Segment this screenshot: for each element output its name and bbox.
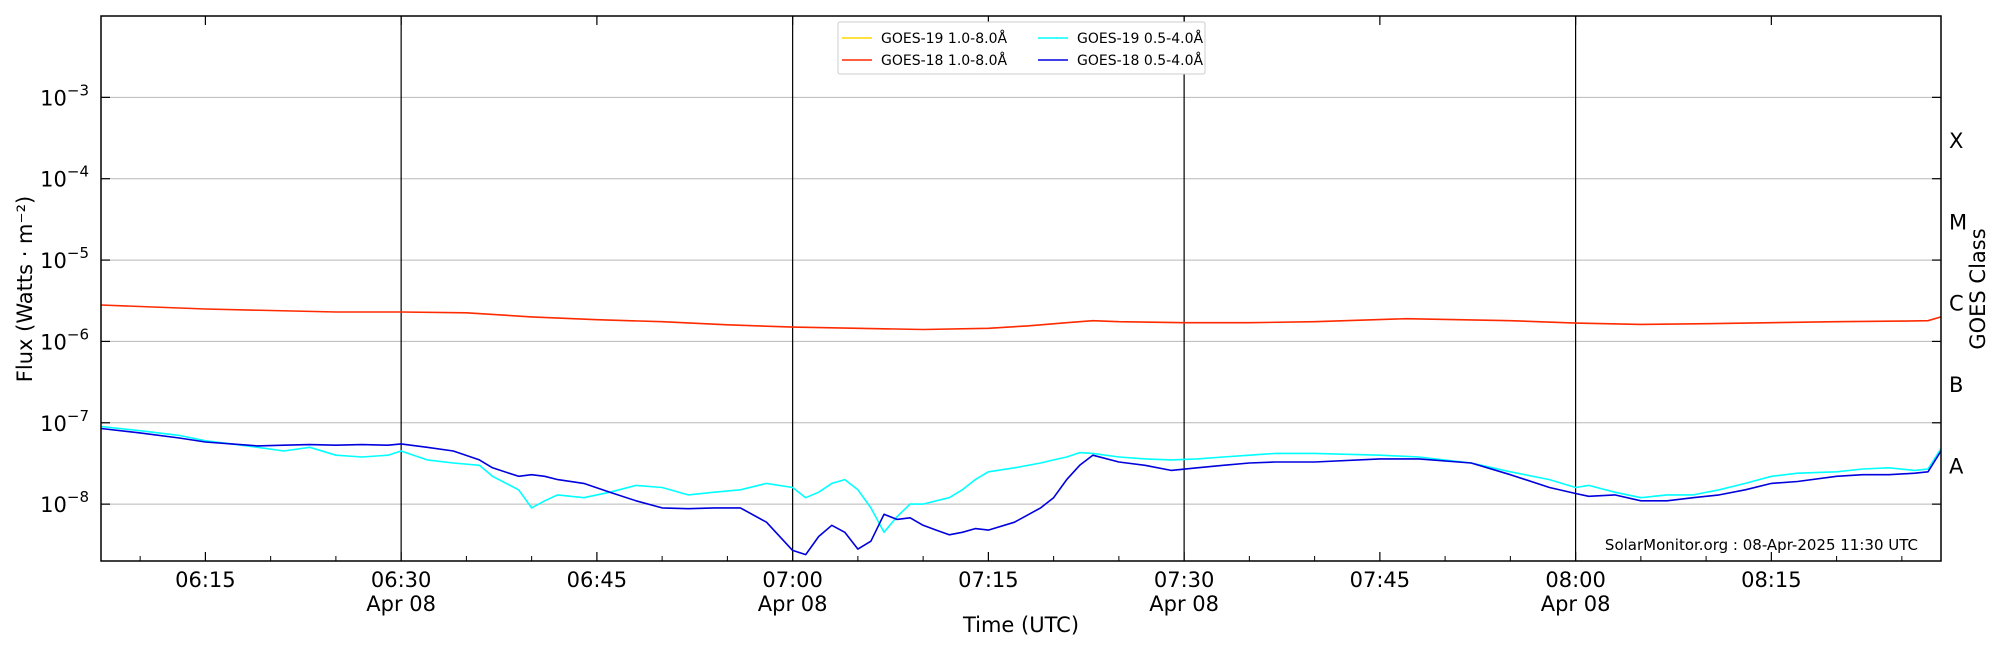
x-axis-label: Time (UTC) — [962, 613, 1079, 637]
plot-frame — [100, 15, 1942, 562]
x-tick-date-label: Apr 08 — [366, 592, 436, 616]
goes-class-labels: A B C M X — [1949, 129, 1967, 478]
data-series — [100, 304, 1942, 556]
y-tick-label: 10−7 — [40, 407, 89, 436]
x-tick-date-label: Apr 08 — [1149, 592, 1219, 616]
x-tick-label: 08:00 — [1545, 568, 1606, 592]
y-tick-labels: 10−8 10−7 10−6 10−5 10−4 10−3 — [40, 81, 89, 517]
day-marker-lines — [400, 16, 1577, 561]
axis-ticks — [101, 16, 1941, 561]
goes-class-label: C — [1949, 292, 1964, 316]
x-tick-label: 06:15 — [175, 568, 236, 592]
x-tick-label: 07:45 — [1350, 568, 1411, 592]
x-tick-date-label: Apr 08 — [1541, 592, 1611, 616]
grid-lines — [101, 96, 1941, 505]
series-line-3 — [100, 427, 1942, 556]
y-tick-label: 10−5 — [40, 244, 89, 273]
legend-label-goes19-long: GOES-19 1.0-8.0Å — [881, 30, 1007, 47]
legend-label-goes18-long: GOES-18 1.0-8.0Å — [881, 52, 1007, 69]
y2-axis-label: GOES Class — [1966, 228, 1990, 349]
series-line-1 — [100, 304, 1942, 331]
x-tick-label: 06:45 — [567, 568, 628, 592]
legend-label-goes18-short: GOES-18 0.5-4.0Å — [1077, 52, 1203, 69]
x-tick-label: 07:30 — [1154, 568, 1215, 592]
legend: GOES-19 1.0-8.0Å GOES-18 1.0-8.0Å GOES-1… — [837, 21, 1206, 75]
y-tick-label: 10−8 — [40, 488, 89, 517]
x-tick-label: 07:00 — [762, 568, 823, 592]
series-line-2 — [100, 425, 1942, 534]
x-tick-label: 07:15 — [958, 568, 1019, 592]
y-tick-label: 10−3 — [40, 81, 89, 110]
x-tick-label: 06:30 — [371, 568, 432, 592]
legend-box — [837, 21, 1206, 75]
y-tick-label: 10−4 — [40, 163, 89, 192]
x-tick-label: 08:15 — [1741, 568, 1802, 592]
legend-label-goes19-short: GOES-19 0.5-4.0Å — [1077, 30, 1203, 47]
y-tick-label: 10−6 — [40, 325, 89, 354]
x-tick-date-label: Apr 08 — [758, 592, 828, 616]
credit-text: SolarMonitor.org : 08-Apr-2025 11:30 UTC — [1605, 536, 1918, 554]
goes-class-label: B — [1949, 373, 1963, 397]
y-axis-label: Flux (Watts · m⁻²) — [13, 196, 37, 382]
goes-class-label: X — [1949, 129, 1963, 153]
goes-class-label: A — [1949, 454, 1964, 478]
goes-class-label: M — [1949, 210, 1967, 234]
